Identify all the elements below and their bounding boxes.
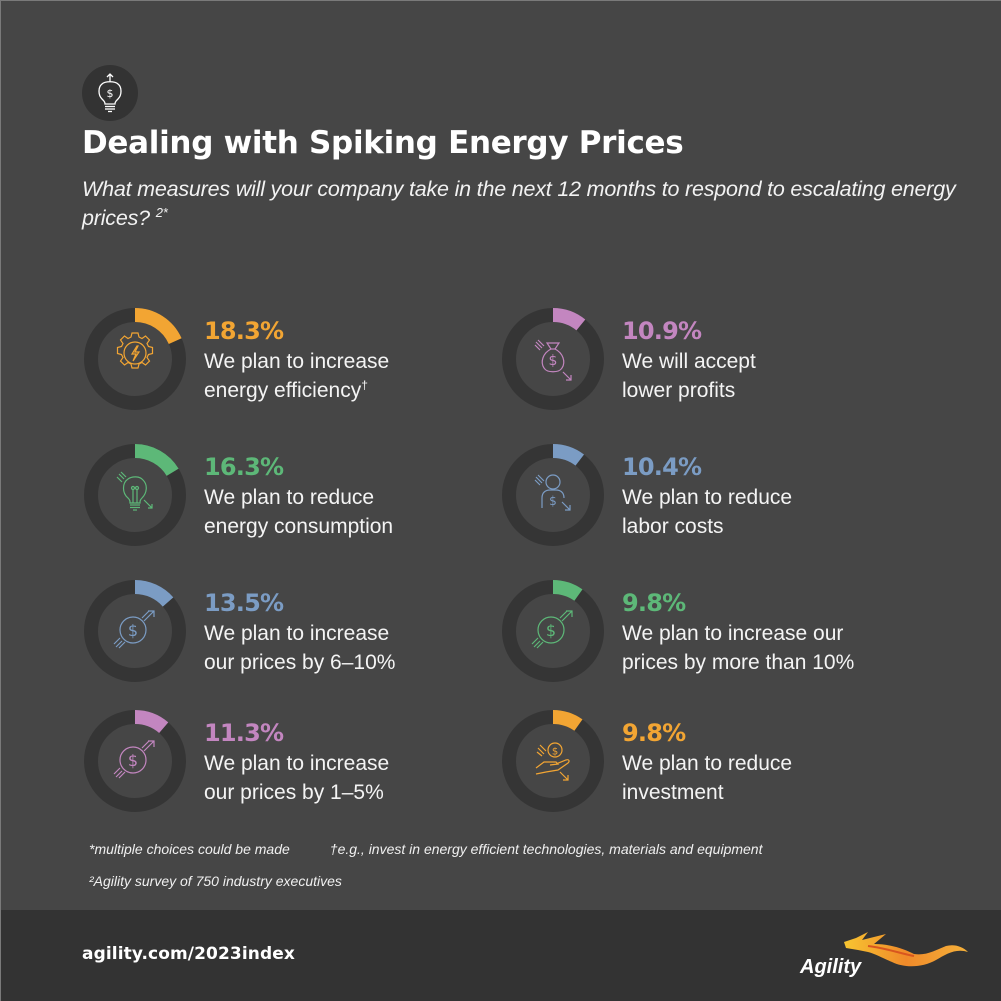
dollar-up-icon: $ — [113, 610, 155, 649]
page-title: Dealing with Spiking Energy Prices — [82, 125, 684, 161]
measure-label-line2: our prices by 1–5% — [204, 781, 384, 804]
dollar-up-icon: $ — [113, 740, 155, 779]
measure-label-line2: energy efficiency† — [204, 378, 368, 402]
measure-label-line1: We plan to reduce — [622, 752, 793, 775]
measure-item: 18.3% We plan to increase energy efficie… — [82, 306, 502, 416]
measure-label-line2: labor costs — [622, 515, 724, 538]
footer: agility.com/2023index Agility — [1, 910, 1001, 1001]
page-subtitle: What measures will your company take in … — [82, 177, 956, 230]
measure-label-line1: We plan to reduce — [204, 486, 375, 509]
measure-item: $ 13.5% We plan to increase our prices b… — [82, 578, 502, 688]
footnote-survey: ²Agility survey of 750 industry executiv… — [89, 873, 342, 889]
person-dollar-down-icon: $ — [534, 474, 571, 511]
measure-label-line1: We plan to increase our — [622, 622, 844, 645]
svg-text:$: $ — [128, 621, 138, 640]
donut-gauge: $ — [502, 444, 604, 546]
donut-gauge — [84, 444, 186, 546]
percentage-value: 18.3% — [204, 317, 284, 345]
footnote-multiple: *multiple choices could be made — [89, 841, 290, 857]
measure-label-line1: We plan to reduce — [622, 486, 793, 509]
measure-label-line1: We plan to increase — [204, 752, 390, 775]
measure-label-line2: investment — [622, 781, 724, 804]
measure-label: We plan to increase our prices by 6–10% — [204, 619, 395, 677]
dollar-up-icon: $ — [531, 610, 573, 649]
dragon-logo-icon — [844, 932, 968, 967]
measure-label-line1: We plan to increase — [204, 350, 390, 373]
hand-coin-down-icon: $ — [535, 742, 570, 781]
measure-item: $ 9.8% We plan to increase our prices by… — [500, 578, 920, 688]
percentage-value: 10.4% — [622, 453, 702, 481]
measure-item: $ 11.3% We plan to increase our prices b… — [82, 708, 502, 818]
percentage-value: 16.3% — [204, 453, 284, 481]
svg-text:$: $ — [546, 621, 556, 640]
measure-label: We plan to increase our prices by 1–5% — [204, 749, 389, 807]
measure-label: We will accept lower profits — [622, 347, 756, 405]
measure-label-line2: lower profits — [622, 379, 736, 402]
measure-item: $ 10.4% We plan to reduce labor costs — [500, 442, 920, 552]
percentage-value: 10.9% — [622, 317, 702, 345]
measure-label: We plan to reduce investment — [622, 749, 792, 807]
svg-text:$: $ — [552, 747, 558, 758]
agility-logo: Agility — [796, 928, 976, 988]
donut-gauge: $ — [84, 580, 186, 682]
footnote-efficiency: †e.g., invest in energy efficient techno… — [329, 841, 763, 857]
footer-link[interactable]: agility.com/2023index — [82, 944, 295, 964]
measure-label: We plan to increase our prices by more t… — [622, 619, 854, 677]
svg-text:$: $ — [107, 87, 114, 100]
lightbulb-down-icon — [116, 471, 153, 511]
donut-gauge — [84, 308, 186, 410]
measure-label-line2: prices by more than 10% — [622, 651, 855, 674]
measure-label: We plan to increase energy efficiency† — [204, 347, 389, 405]
lightbulb-dollar-icon: $ — [82, 65, 138, 121]
measure-label-line2: energy consumption — [204, 515, 394, 538]
measure-label-line2: our prices by 6–10% — [204, 651, 396, 674]
measure-label: We plan to reduce energy consumption — [204, 483, 393, 541]
measure-item: $ 10.9% We will accept lower profits — [500, 306, 920, 416]
measure-item: 16.3% We plan to reduce energy consumpti… — [82, 442, 502, 552]
money-bag-down-icon: $ — [534, 339, 572, 381]
donut-gauge: $ — [502, 308, 604, 410]
measure-label: We plan to reduce labor costs — [622, 483, 792, 541]
measure-item: $ 9.8% We plan to reduce investment — [500, 708, 920, 818]
donut-gauge: $ — [502, 580, 604, 682]
donut-gauge: $ — [84, 710, 186, 812]
percentage-value: 11.3% — [204, 719, 284, 747]
svg-text:$: $ — [128, 751, 138, 770]
percentage-value: 13.5% — [204, 589, 284, 617]
measure-label-line1: We will accept — [622, 350, 756, 373]
donut-gauge: $ — [502, 710, 604, 812]
footnotes: *multiple choices could be made †e.g., i… — [89, 837, 762, 893]
gear-lightning-icon — [116, 332, 154, 369]
percentage-value: 9.8% — [622, 589, 686, 617]
measure-label-line1: We plan to increase — [204, 622, 390, 645]
percentage-value: 9.8% — [622, 719, 686, 747]
svg-text:$: $ — [549, 353, 558, 369]
svg-text:$: $ — [549, 494, 557, 508]
logo-text: Agility — [800, 956, 862, 978]
